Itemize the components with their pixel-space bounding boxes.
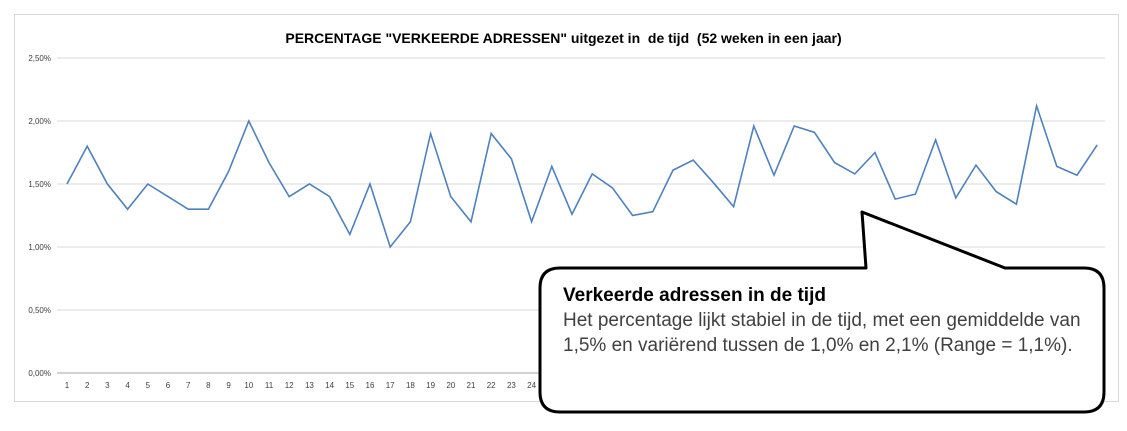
- x-tick-label: 23: [507, 381, 516, 390]
- x-tick-label: 1: [65, 381, 70, 390]
- x-tick-label: 16: [366, 381, 375, 390]
- callout-heading: Verkeerde adressen in de tijd: [563, 285, 826, 306]
- x-tick-label: 4: [125, 381, 130, 390]
- x-tick-label: 15: [345, 381, 354, 390]
- callout-body: Het percentage lijkt stabiel in de tijd,…: [563, 310, 1081, 356]
- x-tick-label: 9: [226, 381, 231, 390]
- x-tick-label: 19: [426, 381, 435, 390]
- x-tick-label: 2: [85, 381, 90, 390]
- x-tick-label: 20: [446, 381, 455, 390]
- callout-text: Verkeerde adressen in de tijd Het percen…: [563, 283, 1083, 358]
- x-tick-label: 8: [206, 381, 211, 390]
- callout-bubble: [538, 210, 1106, 414]
- x-tick-label: 3: [105, 381, 110, 390]
- x-tick-label: 11: [265, 381, 274, 390]
- y-tick-label: 2,00%: [28, 117, 51, 126]
- x-tick-label: 21: [467, 381, 476, 390]
- y-tick-label: 1,00%: [28, 243, 51, 252]
- y-axis-ticks: 0,00% 0,50% 1,00% 1,50% 2,00% 2,50%: [28, 54, 51, 378]
- x-tick-label: 22: [487, 381, 496, 390]
- x-tick-label: 7: [186, 381, 191, 390]
- x-tick-label: 12: [285, 381, 294, 390]
- callout-shape: [538, 210, 1106, 414]
- y-tick-label: 1,50%: [28, 180, 51, 189]
- x-tick-label: 14: [325, 381, 334, 390]
- x-tick-label: 18: [406, 381, 415, 390]
- y-tick-label: 2,50%: [28, 54, 51, 63]
- x-tick-label: 24: [527, 381, 536, 390]
- y-tick-label: 0,00%: [28, 369, 51, 378]
- series-line: [66, 102, 1098, 249]
- x-tick-label: 10: [244, 381, 253, 390]
- x-tick-label: 13: [305, 381, 314, 390]
- x-tick-label: 5: [146, 381, 151, 390]
- chart-title: PERCENTAGE "VERKEERDE ADRESSEN" uitgezet…: [285, 30, 842, 46]
- x-tick-label: 6: [166, 381, 171, 390]
- x-tick-label: 17: [386, 381, 395, 390]
- y-tick-label: 0,50%: [28, 306, 51, 315]
